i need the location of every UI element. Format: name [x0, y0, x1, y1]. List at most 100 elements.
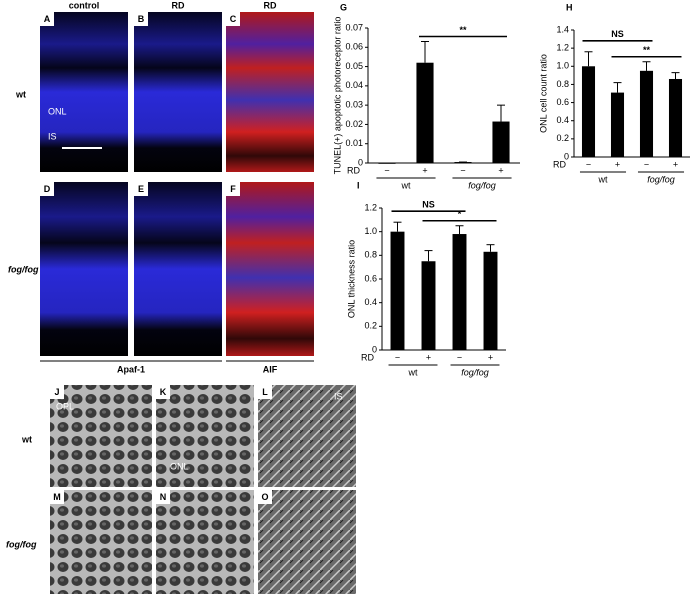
panel-letter: I — [357, 180, 360, 190]
y-tick-label: 0.4 — [556, 115, 569, 125]
micrograph — [50, 490, 152, 594]
x-axis-label: RD — [361, 352, 374, 362]
y-tick-label: 0.8 — [556, 79, 569, 89]
panel-letter-bg — [226, 12, 240, 26]
micrograph — [258, 385, 356, 487]
bar — [483, 251, 498, 350]
em-row-label: fog/fog — [6, 539, 37, 549]
y-axis-label: TUNEL(+) apoptotic photoreceptor ratio — [332, 17, 342, 175]
group-label: wt — [401, 180, 411, 190]
panel-letter-bg — [258, 385, 272, 399]
structure-label: IS — [334, 391, 343, 401]
panel-letter: A — [44, 14, 51, 24]
panel-letter: O — [261, 492, 268, 502]
y-tick-label: 0.6 — [364, 273, 377, 283]
row-label: fog/fog — [8, 264, 39, 274]
x-tick-label: + — [426, 352, 431, 362]
panel-letter: F — [230, 184, 236, 194]
micrograph — [226, 12, 314, 172]
x-tick-label: − — [384, 165, 389, 175]
y-tick-label: 1.4 — [556, 24, 569, 34]
y-axis-label: ONL cell count ratio — [538, 54, 548, 133]
y-tick-label: 0.01 — [345, 138, 363, 148]
error-bar — [486, 244, 495, 252]
panel-letter-bg — [134, 12, 148, 26]
y-tick-label: 0.05 — [345, 61, 363, 71]
bar — [581, 66, 596, 157]
x-tick-label: − — [395, 352, 400, 362]
micrograph — [156, 385, 254, 487]
panel-letter: H — [566, 2, 573, 12]
panel-letter: G — [340, 2, 347, 12]
bar — [452, 234, 467, 350]
group-label: fog/fog — [468, 180, 496, 190]
micrograph — [40, 12, 128, 172]
panel-letter-bg — [226, 182, 240, 196]
x-tick-label: + — [488, 352, 493, 362]
column-header: RD — [264, 0, 277, 10]
micrograph — [40, 182, 128, 356]
significance-label: ** — [459, 25, 467, 35]
panel-letter-bg — [40, 182, 54, 196]
micrograph — [134, 182, 222, 356]
panel-letter: B — [138, 14, 145, 24]
y-tick-label: 0.2 — [556, 133, 569, 143]
error-bar — [613, 82, 622, 93]
x-tick-label: + — [498, 165, 503, 175]
bar — [421, 261, 436, 350]
panel-letter-bg — [258, 490, 272, 504]
x-tick-label: + — [615, 159, 620, 169]
y-tick-label: 1.0 — [556, 61, 569, 71]
bar — [390, 231, 405, 350]
significance-label: ** — [643, 45, 651, 55]
error-bar — [584, 51, 593, 67]
bar — [639, 70, 654, 157]
x-tick-label: + — [422, 165, 427, 175]
micrograph — [226, 182, 314, 356]
significance-label: NS — [611, 29, 624, 39]
panel-letter: C — [230, 14, 237, 24]
panel-letter: E — [138, 184, 144, 194]
x-tick-label: − — [460, 165, 465, 175]
y-tick-label: 0 — [358, 157, 363, 167]
panel-letter: L — [262, 387, 268, 397]
panel-letter-bg — [134, 182, 148, 196]
error-bar — [393, 221, 402, 232]
y-tick-label: 0.03 — [345, 100, 363, 110]
bar — [416, 62, 434, 163]
error-bar — [455, 225, 464, 235]
micrograph — [134, 12, 222, 172]
group-label: wt — [598, 174, 608, 184]
y-tick-label: 0 — [564, 151, 569, 161]
error-bar — [421, 41, 429, 63]
panel-letter-bg — [156, 490, 170, 504]
group-label: fog/fog — [461, 367, 489, 377]
micrograph — [156, 490, 254, 594]
error-bar — [497, 104, 505, 122]
y-axis-label: ONL thickness ratio — [346, 240, 356, 318]
panel-letter-bg — [50, 385, 64, 399]
stain-label: Apaf-1 — [117, 364, 145, 374]
x-axis-label: RD — [553, 159, 566, 169]
panel-letter: J — [54, 387, 59, 397]
y-tick-label: 0.6 — [556, 97, 569, 107]
stain-label: AIF — [263, 364, 278, 374]
x-tick-label: − — [586, 159, 591, 169]
error-bar — [642, 61, 651, 71]
micrograph — [258, 490, 356, 594]
structure-label: IS — [48, 131, 57, 141]
x-tick-label: − — [644, 159, 649, 169]
y-tick-label: 1.2 — [364, 202, 377, 212]
bar — [610, 92, 625, 157]
bar — [668, 78, 683, 157]
y-tick-label: 0.8 — [364, 250, 377, 260]
y-tick-label: 0.2 — [364, 321, 377, 331]
x-tick-label: − — [457, 352, 462, 362]
bar — [492, 121, 510, 163]
y-tick-label: 0.07 — [345, 22, 363, 32]
x-axis-label: RD — [347, 165, 360, 175]
error-bar — [424, 250, 433, 262]
group-label: fog/fog — [647, 174, 675, 184]
panel-letter: N — [160, 492, 167, 502]
